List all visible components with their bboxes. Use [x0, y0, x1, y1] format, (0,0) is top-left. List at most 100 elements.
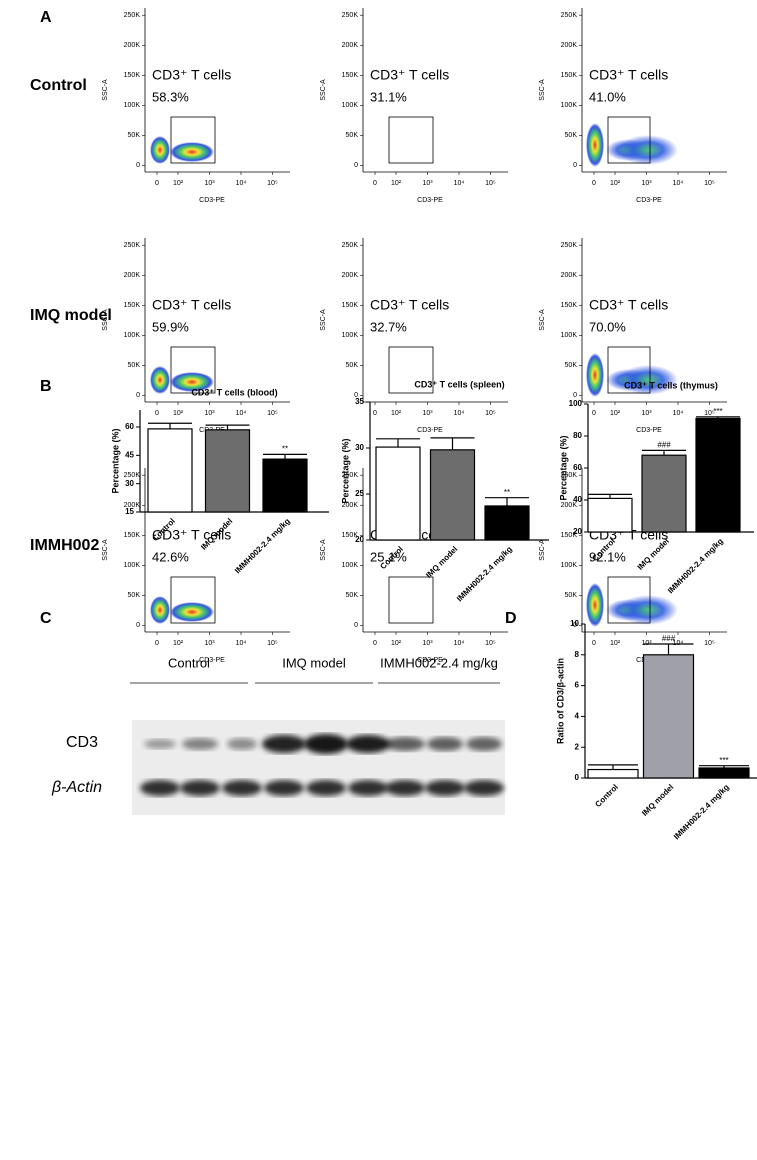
- bar: [695, 417, 741, 533]
- y-tick-label: 50K: [565, 132, 578, 139]
- x-tick-label: 10⁴: [673, 410, 684, 417]
- gate: [170, 576, 216, 624]
- gate-percent: 31.1%: [370, 89, 407, 104]
- x-tick-label: 10²: [391, 410, 402, 417]
- density-cloud: [618, 365, 678, 395]
- y-tick-label: 250K: [342, 12, 359, 19]
- chart-title: CD3⁺ T cells (spleen): [414, 379, 504, 389]
- y-tick-label: 250K: [124, 242, 141, 249]
- x-axis-label: CD3-PE: [417, 657, 443, 664]
- x-tick-label: 10³: [422, 180, 433, 187]
- density-cloud: [170, 372, 214, 392]
- row-label: Control: [30, 77, 87, 94]
- density-cloud: [150, 366, 170, 394]
- y-tick-label: 100K: [124, 562, 141, 569]
- blot-band: [425, 780, 465, 796]
- x-tick-label: 10³: [641, 180, 652, 187]
- blot-band: [140, 780, 180, 796]
- y-tick-label: 50K: [128, 132, 141, 139]
- y-tick-label: 50K: [128, 362, 141, 369]
- x-tick-label: 0: [592, 640, 596, 647]
- x-tick-label: 10³: [422, 640, 433, 647]
- significance: **: [282, 444, 288, 453]
- y-tick-label: 40: [573, 495, 582, 504]
- y-tick-label: 0: [573, 162, 577, 169]
- y-axis-label: SSC-A: [539, 539, 546, 561]
- blot-band: [227, 738, 257, 750]
- y-tick-label: 0: [354, 622, 358, 629]
- y-tick-label: 4: [575, 712, 580, 721]
- blot-band: [348, 780, 388, 796]
- y-tick-label: 0: [136, 162, 140, 169]
- x-tick-label: 10⁵: [704, 410, 715, 417]
- bar: [484, 505, 530, 541]
- x-tick-label: 10²: [173, 180, 184, 187]
- y-tick-label: 0: [136, 622, 140, 629]
- y-tick-label: 150K: [561, 72, 578, 79]
- density-cloud: [618, 135, 678, 165]
- y-tick-label: 50K: [346, 362, 359, 369]
- y-tick-label: 20: [355, 535, 364, 544]
- y-tick-label: 250K: [342, 472, 359, 479]
- y-tick-label: 200K: [342, 42, 359, 49]
- y-tick-label: 8: [575, 650, 580, 659]
- gate-percent: 41.0%: [589, 89, 626, 104]
- gate-percent: 58.3%: [152, 89, 189, 104]
- x-tick-label: 10⁵: [267, 180, 278, 187]
- x-tick-label: IMMH002-2.4 mg/kg: [233, 516, 292, 575]
- gate: [388, 576, 434, 624]
- row-label: CD3: [66, 734, 98, 751]
- y-tick-label: 100K: [561, 332, 578, 339]
- density-cloud: [586, 353, 604, 397]
- y-axis-label: SSC-A: [320, 79, 327, 101]
- y-axis-label: Percentage (%): [558, 435, 568, 500]
- x-tick-label: 10³: [422, 410, 433, 417]
- bar: [204, 429, 251, 513]
- y-axis-label: SSC-A: [539, 79, 546, 101]
- gate-label: CD3⁺ T cells: [152, 527, 231, 543]
- blot-band: [385, 737, 425, 751]
- row-label: IMQ model: [30, 307, 112, 324]
- x-axis-label: CD3-PE: [199, 657, 225, 664]
- y-tick-label: 100K: [124, 332, 141, 339]
- x-tick-label: 10²: [173, 640, 184, 647]
- x-tick-label: Control: [593, 783, 619, 809]
- y-tick-label: 100K: [342, 562, 359, 569]
- chart-title: CD3⁺ T cells (thymus): [624, 380, 718, 390]
- x-tick-label: 10⁵: [485, 640, 496, 647]
- y-tick-label: 25: [355, 489, 364, 498]
- blot-band: [304, 734, 348, 754]
- x-tick-label: 10⁵: [485, 410, 496, 417]
- y-tick-label: 250K: [561, 242, 578, 249]
- y-tick-label: 250K: [124, 12, 141, 19]
- panel-label: A: [40, 9, 52, 26]
- x-tick-label: 10²: [391, 640, 402, 647]
- x-tick-label: IMQ model: [640, 783, 675, 818]
- density-cloud: [586, 123, 604, 167]
- gate-label: CD3⁺ T cells: [589, 67, 668, 83]
- y-axis-label: Ratio of CD3/β-actin: [555, 658, 565, 744]
- y-tick-label: 150K: [342, 72, 359, 79]
- density-cloud: [150, 136, 170, 164]
- y-tick-label: 0: [575, 773, 580, 782]
- gate-percent: 70.0%: [589, 319, 626, 334]
- x-tick-label: 10²: [610, 410, 621, 417]
- gate: [607, 116, 651, 164]
- y-tick-label: 150K: [342, 302, 359, 309]
- blot-band: [182, 738, 218, 750]
- y-tick-label: 0: [354, 392, 358, 399]
- panel-label: C: [40, 610, 52, 627]
- y-tick-label: 35: [355, 397, 364, 406]
- lane-group-label: IMMH002-2.4 mg/kg: [380, 655, 498, 670]
- y-tick-label: 50K: [565, 592, 578, 599]
- y-axis-label: SSC-A: [320, 309, 327, 331]
- y-tick-label: 0: [354, 162, 358, 169]
- y-tick-label: 200K: [561, 502, 578, 509]
- y-tick-label: 45: [125, 450, 134, 459]
- x-tick-label: IMQ model: [424, 545, 459, 580]
- density-cloud: [170, 602, 214, 622]
- significance: ***: [713, 407, 722, 416]
- gate-label: CD3⁺ T cells: [370, 67, 449, 83]
- y-tick-label: 20: [573, 527, 582, 536]
- gate-label: CD3⁺ T cells: [152, 297, 231, 313]
